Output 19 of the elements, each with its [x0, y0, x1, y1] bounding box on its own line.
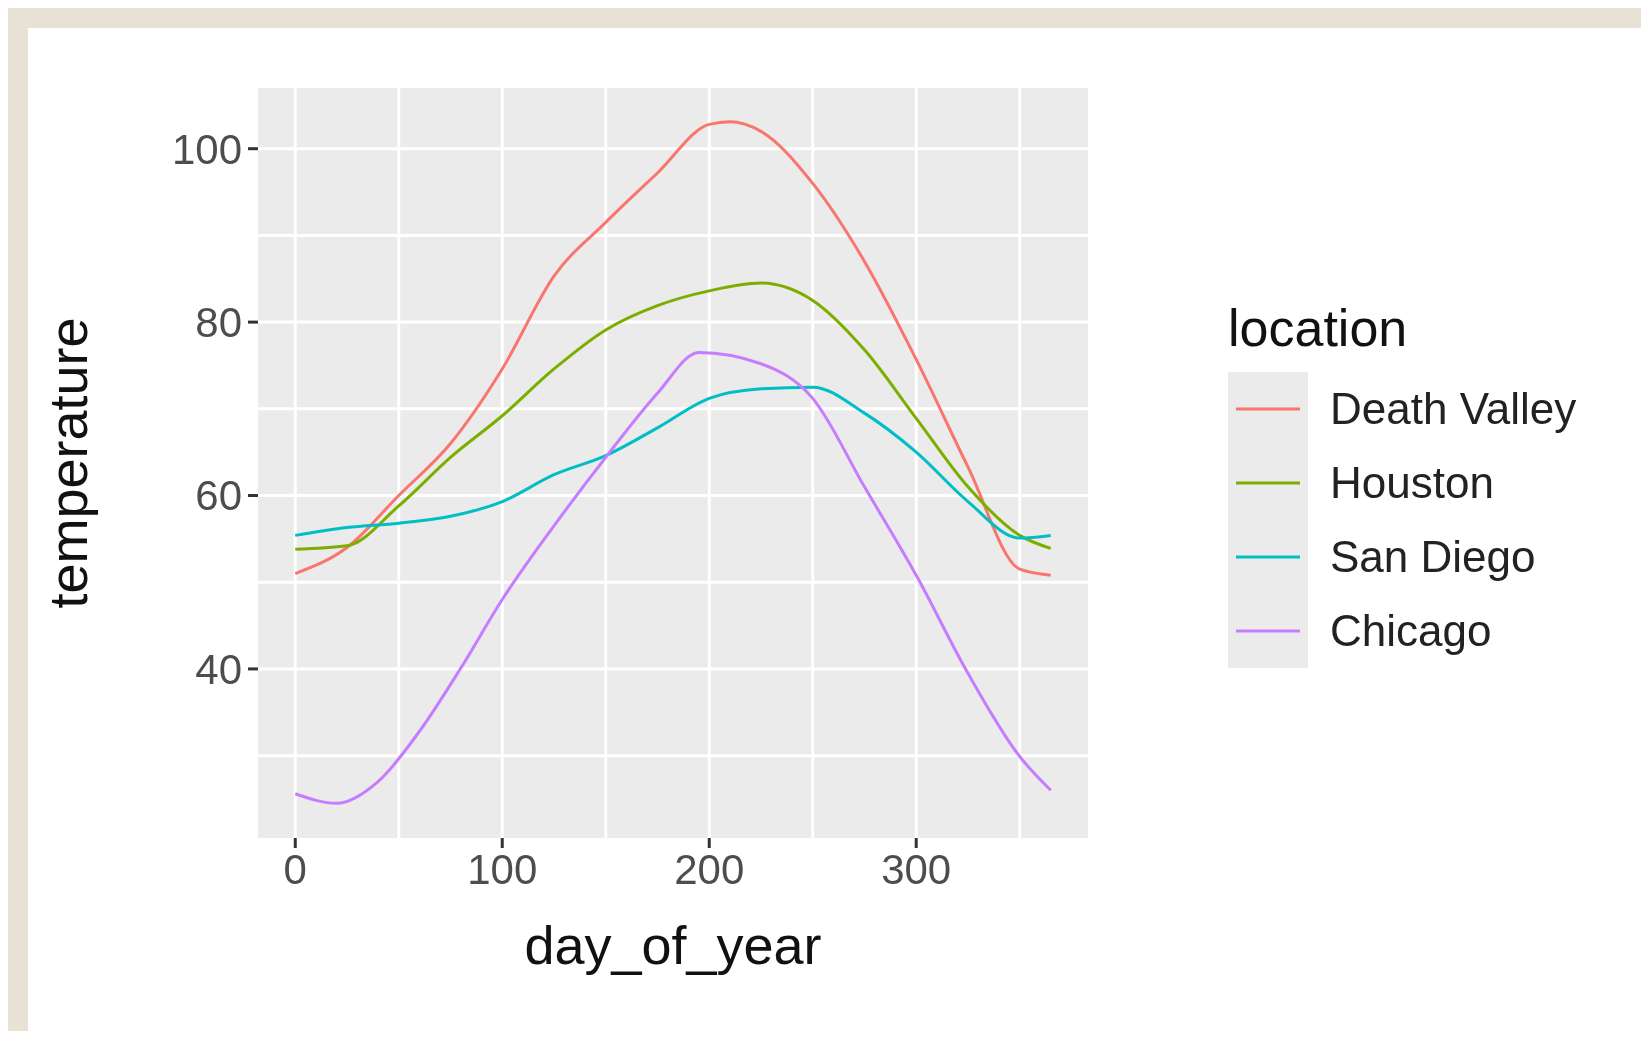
y-tick-label: 100 [171, 125, 242, 173]
line-series [293, 120, 1053, 577]
line-series [293, 350, 1053, 805]
x-tick-label: 100 [467, 845, 538, 893]
x-tick-label: 0 [283, 845, 307, 893]
line-series [293, 281, 1053, 551]
legend-title: location [1228, 298, 1409, 358]
line-series [293, 385, 1053, 540]
legend-label: San Diego [1330, 532, 1536, 582]
x-axis-title: day_of_year [524, 915, 822, 975]
y-tick-label: 40 [195, 645, 242, 693]
x-tick-label: 300 [881, 845, 952, 893]
y-tick-label: 80 [195, 299, 242, 347]
legend-label: Chicago [1330, 606, 1492, 656]
x-tick-label: 200 [674, 845, 745, 893]
y-axis-title: temperature [38, 317, 99, 609]
legend-label: Death Valley [1330, 384, 1577, 434]
legend-label: Houston [1330, 458, 1494, 508]
y-tick-label: 60 [195, 472, 242, 520]
